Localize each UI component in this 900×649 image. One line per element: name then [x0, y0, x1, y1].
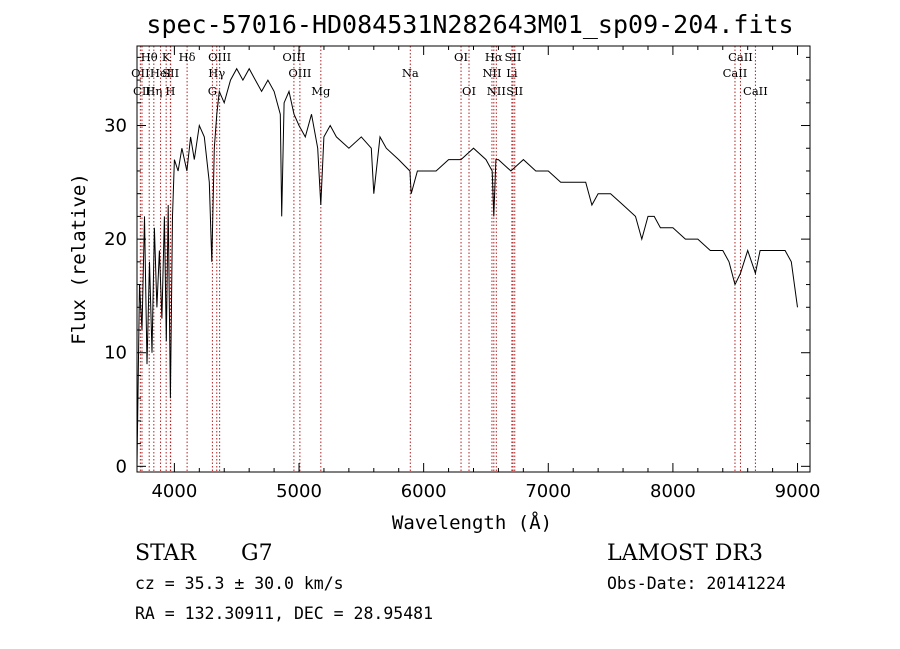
y-tick-label-3: 30 — [104, 116, 127, 137]
observation-date: Obs-Date: 20141224 — [607, 574, 786, 593]
line-label-7: H — [165, 84, 175, 98]
y-axis: 0 10 20 30 — [104, 56, 810, 477]
object-subclass: G7 — [241, 541, 273, 566]
line-label-19: NII — [482, 66, 501, 80]
line-label-8: Hδ — [179, 50, 196, 64]
y-tick-label-1: 10 — [104, 343, 127, 364]
line-label-10: Hγ — [208, 66, 225, 80]
line-label-14: Mg — [311, 84, 331, 98]
survey-name: LAMOST DR3 — [607, 541, 763, 566]
line-label-12: OIII — [282, 50, 305, 64]
line-label-0: Hθ — [141, 50, 158, 64]
x-axis: 4000 5000 6000 7000 8000 9000 — [151, 46, 820, 502]
spectral-line-markers — [139, 46, 756, 472]
line-label-13: OIII — [288, 66, 311, 80]
line-label-4: HeI — [150, 66, 171, 80]
x-axis-label: Wavelength (Å) — [392, 511, 552, 534]
line-label-25: CaII — [723, 66, 748, 80]
redshift-velocity: cz = 35.3 ± 30.0 km/s — [135, 574, 344, 593]
line-label-26: CaII — [743, 84, 768, 98]
x-tick-label-0: 4000 — [151, 481, 197, 502]
line-label-5: K — [162, 50, 171, 64]
x-tick-label-2: 6000 — [401, 481, 447, 502]
line-label-23: SII — [506, 84, 523, 98]
y-tick-label-2: 20 — [104, 229, 127, 250]
line-label-2: CII — [133, 84, 151, 98]
x-tick-label-4: 8000 — [650, 481, 696, 502]
line-label-16: OI — [454, 50, 468, 64]
coordinates: RA = 132.30911, DEC = 28.95481 — [135, 604, 433, 623]
y-axis-label: Flux (relative) — [68, 173, 90, 345]
x-tick-label-3: 7000 — [525, 481, 571, 502]
line-label-15: Na — [402, 66, 419, 80]
line-label-22: Li — [506, 66, 518, 80]
line-label-6: SII — [162, 66, 179, 80]
plot-frame — [136, 45, 811, 473]
x-tick-label-1: 5000 — [276, 481, 322, 502]
line-label-18: Hα — [485, 50, 503, 64]
line-label-1: OII — [131, 66, 150, 80]
object-class: STAR — [135, 541, 197, 566]
line-label-20: NII — [487, 84, 506, 98]
line-label-11: G — [208, 84, 217, 98]
chart-title: spec-57016-HD084531N282643M01_sp09-204.f… — [146, 10, 793, 39]
x-tick-label-5: 9000 — [775, 481, 821, 502]
line-label-21: SII — [505, 50, 522, 64]
spectrum-series-line — [136, 67, 798, 467]
line-label-3: Hη — [145, 84, 162, 98]
line-label-24: CaII — [728, 50, 753, 64]
y-tick-label-0: 0 — [116, 456, 127, 477]
line-label-9: OIII — [208, 50, 231, 64]
line-label-17: OI — [462, 84, 476, 98]
